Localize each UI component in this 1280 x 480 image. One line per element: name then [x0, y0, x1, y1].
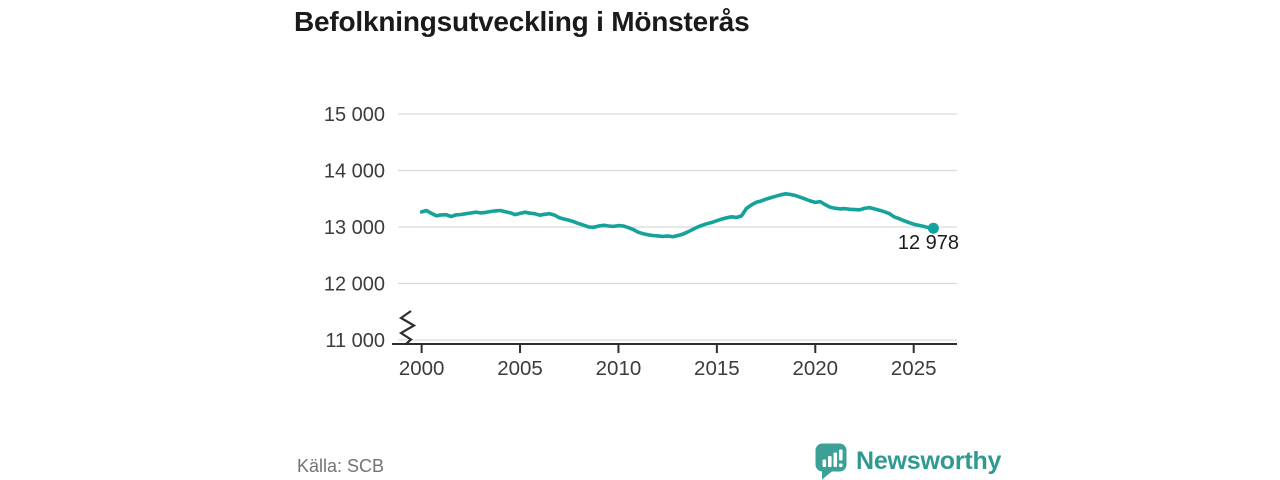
y-tick-label: 11 000: [325, 330, 385, 352]
y-tick-label: 14 000: [324, 161, 385, 183]
y-tick-label: 15 000: [324, 104, 385, 126]
x-tick-label: 2000: [399, 357, 445, 380]
x-tick-label: 2020: [792, 357, 838, 380]
y-tick-label: 13 000: [324, 217, 385, 239]
x-tick-label: 2005: [497, 357, 543, 380]
x-tick-label: 2015: [694, 357, 740, 380]
x-tick-label: 2025: [891, 357, 937, 380]
end-dot: [927, 222, 939, 234]
axis-break-icon: [398, 310, 417, 346]
y-tick-label: 12 000: [324, 274, 385, 296]
newsworthy-logo[interactable]: Newsworthy: [814, 442, 1001, 480]
newsworthy-logo-text: Newsworthy: [856, 446, 1002, 475]
x-tick-label: 2010: [596, 357, 642, 380]
chart-title: Befolkningsutveckling i Mönsterås: [294, 6, 750, 37]
newsworthy-logo-icon: [815, 443, 847, 480]
end-value-label: 12 978: [898, 232, 959, 254]
source-label: Källa: SCB: [297, 456, 385, 476]
population-line: [419, 192, 936, 239]
